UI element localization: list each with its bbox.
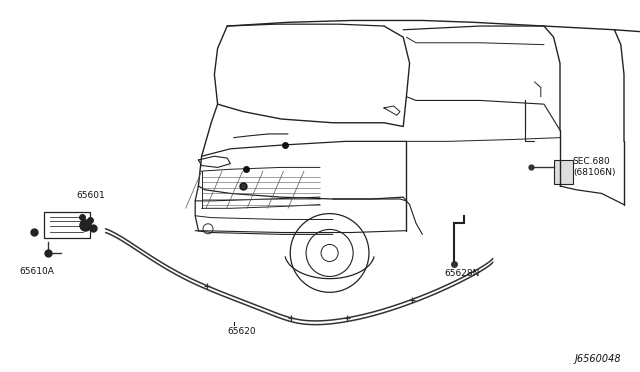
Text: SEC.680: SEC.680: [573, 157, 611, 166]
Text: (68106N): (68106N): [573, 169, 615, 177]
Text: 65601: 65601: [77, 191, 106, 200]
Bar: [44, 212, 90, 238]
Bar: [554, 160, 573, 184]
Text: 65628N: 65628N: [445, 269, 480, 278]
Text: 65620: 65620: [227, 327, 256, 336]
Text: J6560048: J6560048: [574, 354, 621, 364]
Text: 65610A: 65610A: [19, 267, 54, 276]
